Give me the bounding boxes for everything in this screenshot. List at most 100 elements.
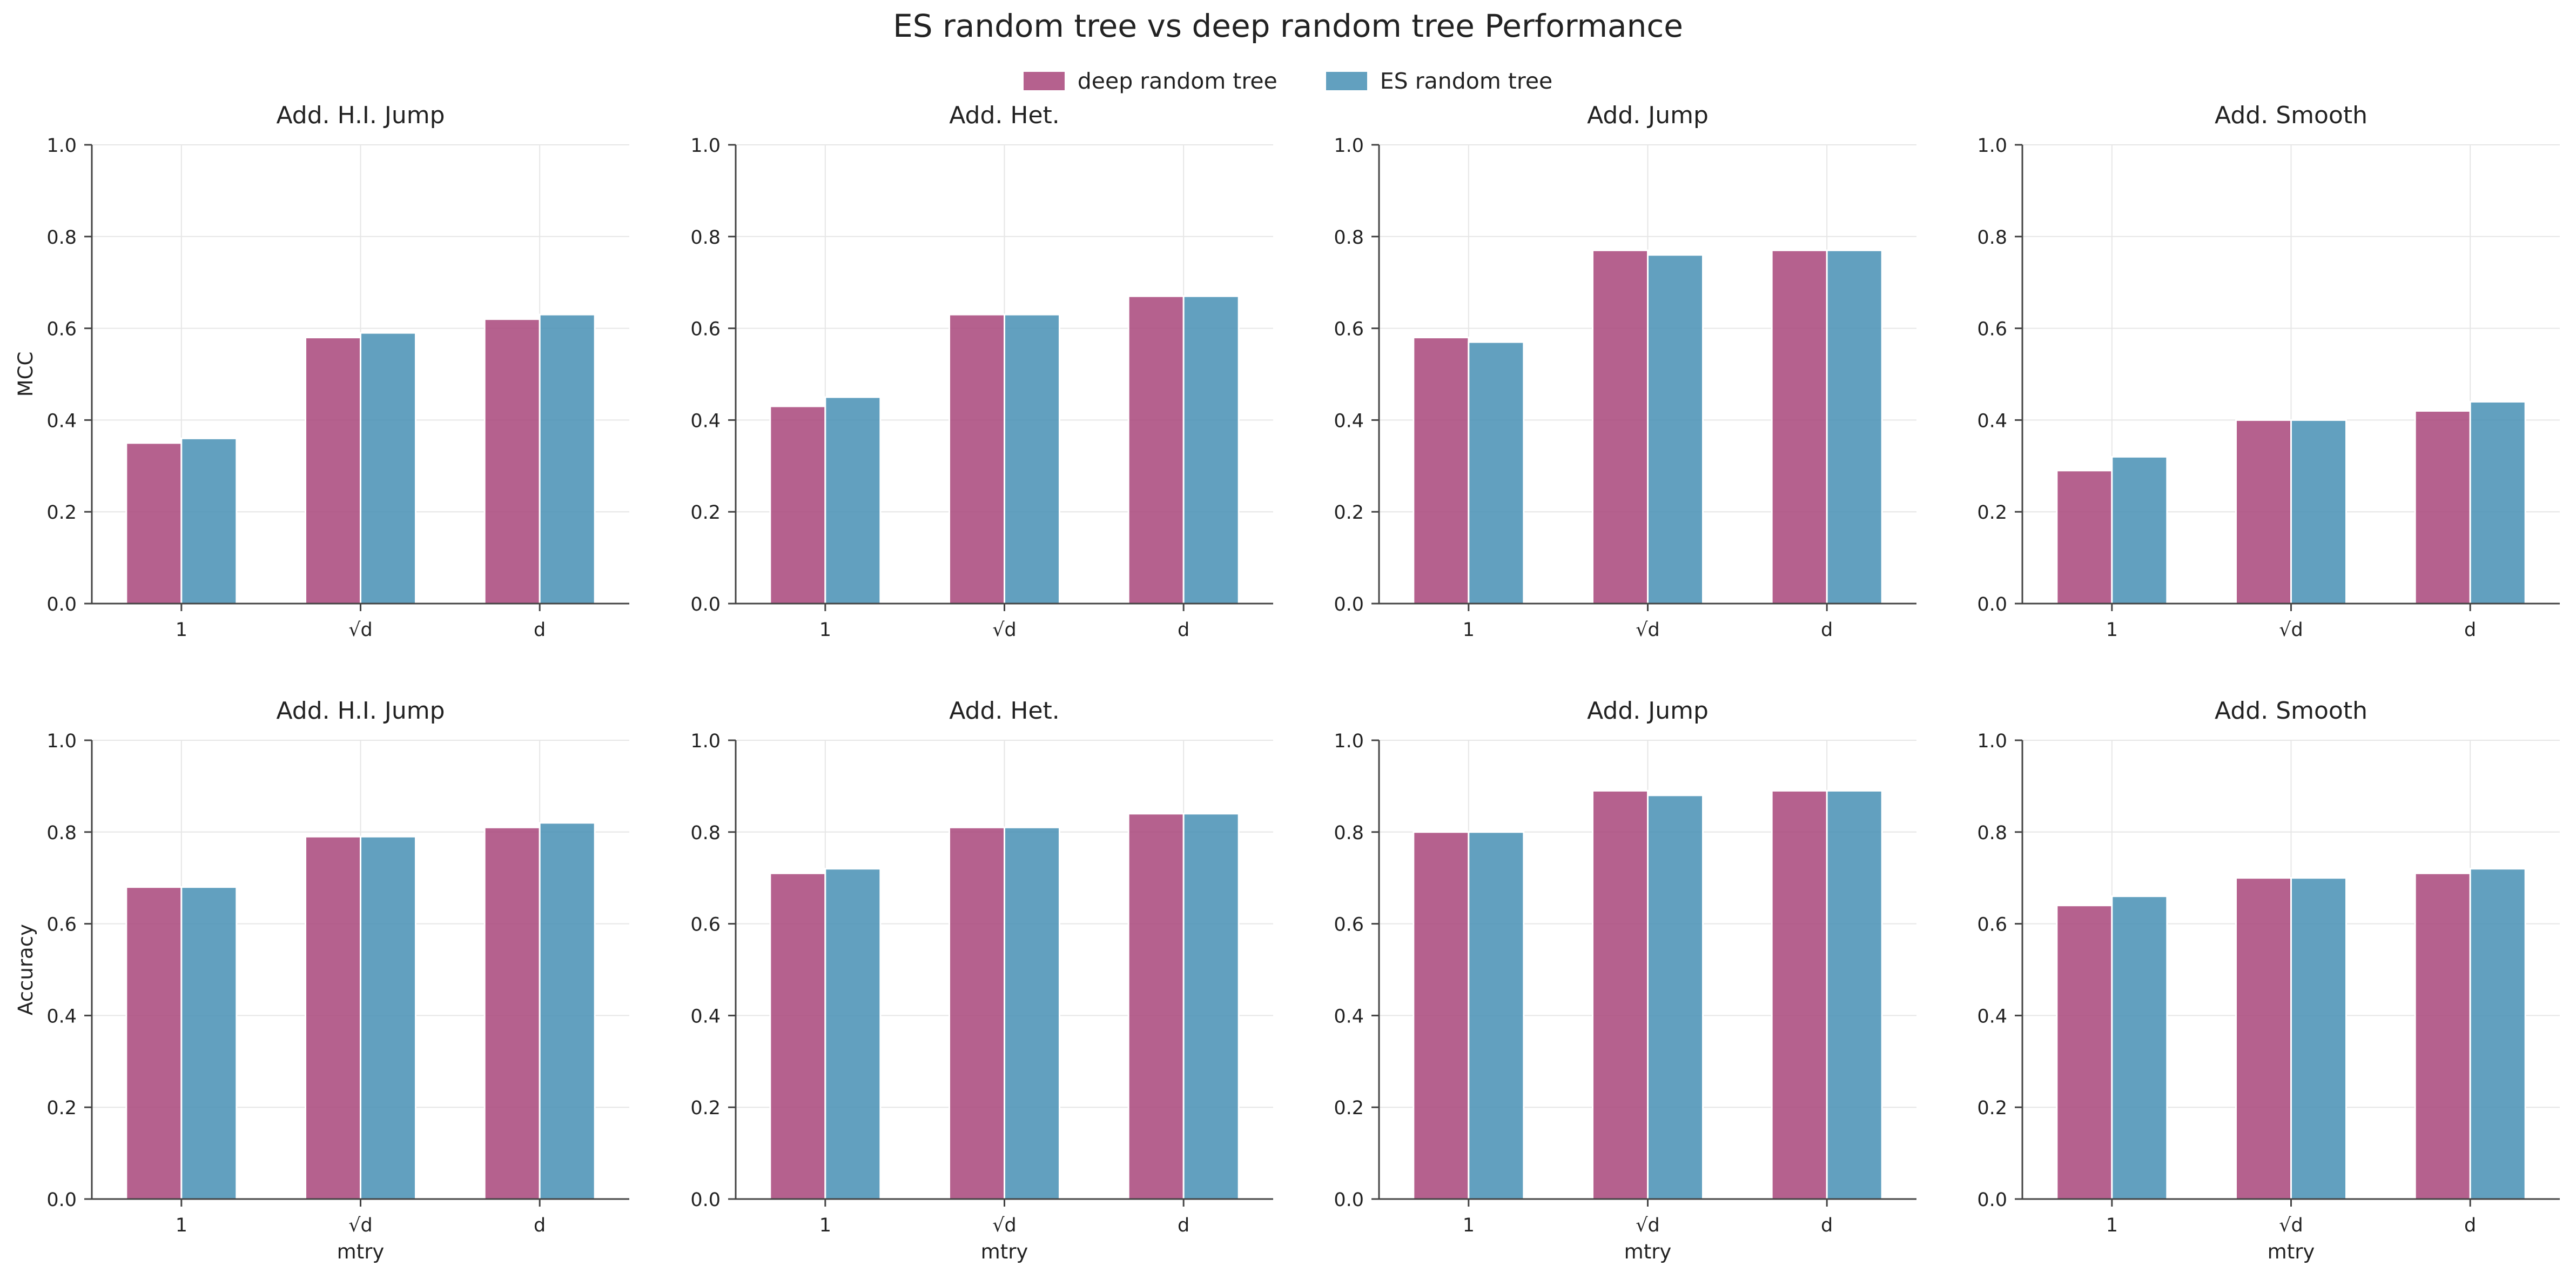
x-tick-label: d	[534, 619, 546, 641]
bar-deep	[2414, 872, 2471, 1200]
bar-deep	[769, 405, 826, 605]
figure-title: ES random tree vs deep random tree Perfo…	[893, 8, 1683, 44]
legend-entry-deep: deep random tree	[1023, 68, 1277, 94]
bar-deep	[125, 886, 183, 1200]
x-tick-label: √d	[2279, 1215, 2303, 1236]
x-tick-label: d	[1178, 1215, 1189, 1236]
y-tick-label: 0.2	[690, 502, 721, 524]
bar-es	[1647, 794, 1704, 1200]
bar-es	[1826, 789, 1883, 1200]
bar-es	[360, 332, 416, 605]
bar-deep	[949, 313, 1005, 605]
bar-deep	[1413, 337, 1470, 605]
x-tick-label: 1	[2106, 619, 2118, 641]
x-tick-label: √d	[1636, 1215, 1660, 1236]
y-tick-label: 1.0	[46, 731, 77, 752]
x-tick-label: d	[2464, 1215, 2476, 1236]
bar-es	[360, 835, 416, 1200]
y-tick-label: 0.6	[1334, 914, 1364, 936]
y-tick-label: 0.4	[690, 1006, 721, 1027]
y-tick-label: 0.4	[1334, 410, 1364, 432]
y-tick-label: 0.8	[1334, 227, 1364, 249]
y-tick-label: 1.0	[690, 135, 721, 157]
bar-es	[2111, 456, 2168, 605]
x-tick-label: √d	[348, 1215, 373, 1236]
y-tick-label: 0.4	[46, 1006, 77, 1027]
bar-es	[1182, 295, 1240, 605]
bar-es	[2290, 877, 2347, 1200]
y-tick-label: 0.8	[690, 822, 721, 844]
bar-es	[824, 868, 882, 1200]
y-tick-label: 0.6	[1977, 319, 2007, 340]
legend: deep random tree ES random tree	[0, 68, 2576, 94]
bar-deep	[1592, 249, 1649, 605]
y-tick-label: 0.0	[1977, 1189, 2007, 1211]
panel-title: Add. Smooth	[2215, 102, 2368, 129]
bar-deep	[769, 872, 826, 1200]
y-axis-label: MCC	[14, 352, 37, 397]
bar-deep	[1127, 295, 1185, 605]
y-tick-label: 0.0	[46, 1189, 77, 1211]
x-tick-label: d	[1821, 619, 1833, 641]
y-tick-label: 0.0	[1977, 594, 2007, 615]
bar-deep	[1771, 789, 1828, 1200]
y-tick-label: 0.8	[1334, 822, 1364, 844]
y-tick-label: 0.8	[690, 227, 721, 249]
y-tick-label: 0.0	[46, 594, 77, 615]
bar-es	[180, 886, 238, 1200]
bar-es	[824, 396, 882, 605]
x-tick-label: 1	[2106, 1215, 2118, 1236]
x-axis-label: mtry	[337, 1240, 385, 1263]
x-tick-label: d	[1178, 619, 1189, 641]
bar-deep	[483, 318, 541, 605]
bar-deep	[1127, 813, 1185, 1200]
y-tick-label: 1.0	[46, 135, 77, 157]
bar-deep	[2414, 410, 2471, 605]
bar-es	[1468, 341, 1525, 605]
x-axis-label: mtry	[981, 1240, 1028, 1263]
x-tick-label: √d	[992, 619, 1017, 641]
bar-deep	[949, 826, 1005, 1200]
y-tick-label: 0.0	[690, 594, 721, 615]
y-tick-label: 0.2	[1977, 1097, 2007, 1119]
legend-label-deep: deep random tree	[1077, 68, 1277, 94]
y-tick-label: 0.6	[690, 914, 721, 936]
x-tick-label: 1	[1463, 1215, 1475, 1236]
y-tick-label: 0.6	[1334, 319, 1364, 340]
y-tick-label: 0.8	[1977, 227, 2007, 249]
panel-title: Add. H.I. Jump	[276, 102, 445, 129]
panel-title: Add. Jump	[1587, 102, 1709, 129]
x-tick-label: d	[534, 1215, 546, 1236]
y-tick-label: 0.8	[1977, 822, 2007, 844]
bar-deep	[2235, 877, 2292, 1200]
bar-es	[1182, 813, 1240, 1200]
x-axis-label: mtry	[1624, 1240, 1672, 1263]
panel-title: Add. Jump	[1587, 697, 1709, 725]
bar-deep	[2056, 470, 2113, 605]
y-tick-label: 0.0	[1334, 1189, 1364, 1211]
y-tick-label: 1.0	[1977, 731, 2007, 752]
y-tick-label: 0.4	[690, 410, 721, 432]
bar-deep	[305, 835, 361, 1200]
y-tick-label: 0.2	[1334, 502, 1364, 524]
bar-deep	[1771, 249, 1828, 605]
x-tick-label: √d	[992, 1215, 1017, 1236]
legend-label-es: ES random tree	[1380, 68, 1553, 94]
y-tick-label: 1.0	[1334, 135, 1364, 157]
y-tick-label: 1.0	[690, 731, 721, 752]
legend-swatch-es	[1326, 72, 1367, 90]
x-tick-label: 1	[176, 619, 187, 641]
panel-title: Add. Smooth	[2215, 697, 2368, 725]
y-tick-label: 0.6	[1977, 914, 2007, 936]
panel-title: Add. Het.	[949, 102, 1060, 129]
bar-es	[1826, 249, 1883, 605]
y-tick-label: 0.2	[1977, 502, 2007, 524]
y-tick-label: 0.2	[46, 1097, 77, 1119]
bar-es	[1004, 826, 1060, 1200]
bar-deep	[2056, 905, 2113, 1200]
bar-es	[2111, 895, 2168, 1200]
y-tick-label: 0.4	[1977, 410, 2007, 432]
y-tick-label: 0.8	[46, 227, 77, 249]
y-tick-label: 0.8	[46, 822, 77, 844]
